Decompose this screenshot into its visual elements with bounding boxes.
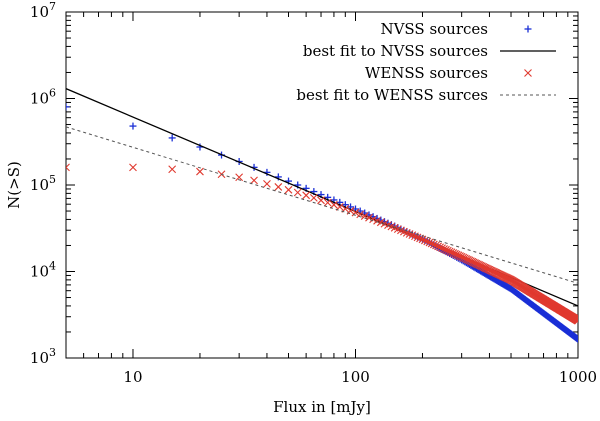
x-axis-title: Flux in [mJy]	[273, 398, 371, 416]
data-point	[293, 188, 302, 197]
data-point	[574, 335, 578, 343]
y-tick-label: 107	[30, 0, 56, 21]
legend-label: NVSS sources	[380, 20, 488, 38]
legend-label: WENSS sources	[365, 64, 488, 82]
x-tick-label: 1000	[559, 368, 597, 386]
data-point	[66, 103, 70, 111]
data-point	[438, 244, 446, 252]
y-tick-label: 103	[30, 346, 56, 367]
data-point	[309, 193, 318, 202]
data-point	[436, 243, 444, 252]
data-point	[440, 245, 448, 253]
series-layer	[66, 88, 578, 343]
fit-line	[66, 126, 578, 284]
data-point	[317, 196, 325, 205]
data-point	[284, 185, 293, 194]
data-point	[274, 183, 283, 191]
legend-marker	[524, 25, 532, 33]
y-axis-title: N(>S)	[5, 161, 23, 209]
data-point	[168, 165, 177, 174]
data-point	[420, 236, 429, 245]
data-point	[250, 176, 258, 185]
data-point	[263, 180, 271, 188]
y-tick-label: 106	[30, 87, 56, 108]
data-point	[330, 200, 338, 209]
series-best-fit-to-wenss-surces	[66, 126, 578, 284]
legend: NVSS sources best fit to NVSS sources WENS…	[296, 20, 556, 104]
legend-label: best fit to WENSS surces	[296, 86, 488, 104]
data-point	[129, 163, 137, 172]
data-point	[66, 163, 70, 172]
y-tick-label: 104	[30, 260, 56, 281]
series-wenss-sources	[66, 163, 578, 325]
legend-marker	[524, 69, 532, 77]
series-nvss-sources	[66, 103, 578, 343]
data-point	[573, 316, 578, 325]
x-tick-label: 10	[123, 368, 142, 386]
data-point	[235, 173, 244, 182]
y-tick-labels: 103 104 105 106 107	[30, 0, 56, 367]
data-point	[323, 198, 332, 207]
data-point	[129, 122, 137, 130]
axis-ticks	[65, 11, 579, 359]
data-point	[429, 240, 438, 249]
data-point	[418, 235, 427, 244]
plot-frame	[65, 11, 579, 359]
data-point	[425, 238, 434, 247]
legend-label: best fit to NVSS sources	[303, 42, 488, 60]
x-tick-labels: 10 100 1000	[123, 368, 597, 386]
data-point	[427, 239, 436, 248]
data-point	[356, 210, 365, 219]
y-tick-label: 105	[30, 173, 56, 194]
data-point	[432, 241, 440, 250]
data-point	[434, 242, 442, 251]
data-point	[405, 230, 414, 238]
data-point	[302, 191, 311, 200]
data-point	[196, 167, 204, 176]
data-point	[454, 251, 463, 260]
data-point	[423, 237, 432, 246]
data-point	[408, 231, 417, 240]
data-point	[168, 134, 176, 142]
x-tick-label: 100	[341, 368, 370, 386]
data-point	[413, 233, 422, 242]
data-point	[369, 215, 377, 224]
data-point	[335, 203, 344, 211]
data-point	[387, 222, 396, 231]
